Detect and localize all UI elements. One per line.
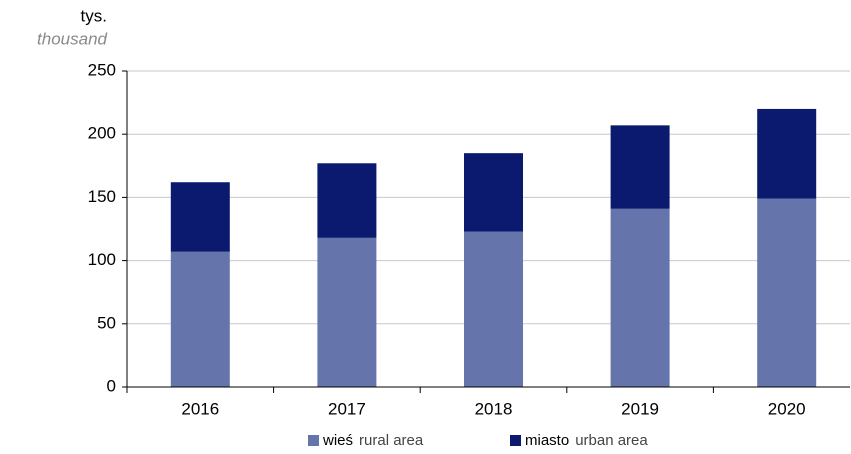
- y-axis-label-en: thousand: [37, 29, 107, 48]
- y-tick-label: 100: [88, 250, 116, 269]
- y-tick-label: 200: [88, 124, 116, 143]
- x-tick-label: 2019: [621, 399, 659, 418]
- bar-segment: [317, 237, 377, 387]
- x-tick-label: 2017: [328, 399, 366, 418]
- bar-segment: [170, 251, 230, 387]
- bar-segment: [757, 108, 817, 199]
- legend-swatch: [510, 435, 521, 446]
- legend-name: wieś: [322, 432, 353, 449]
- bar-segment: [317, 163, 377, 238]
- y-tick-label: 150: [88, 187, 116, 206]
- x-tick-label: 2016: [181, 399, 219, 418]
- legend-label: miasto urban area: [525, 432, 648, 449]
- y-tick-label: 0: [107, 376, 116, 395]
- y-axis-label: tys.: [81, 6, 107, 25]
- bar-segment: [610, 208, 670, 387]
- bar-segment: [464, 153, 523, 232]
- x-tick-label: 2018: [475, 399, 513, 418]
- legend-name-en: urban area: [575, 432, 648, 449]
- x-tick-label: 2020: [768, 399, 806, 418]
- y-tick-label: 250: [88, 60, 116, 79]
- y-tick-label: 50: [97, 313, 116, 332]
- bar-segment: [610, 125, 670, 209]
- bar-segment: [757, 198, 817, 387]
- legend-label: wieś rural area: [322, 432, 424, 449]
- legend-name: miasto: [525, 432, 569, 449]
- legend-swatch: [308, 435, 319, 446]
- bar-segment: [170, 182, 230, 252]
- legend-name-en: rural area: [359, 432, 424, 449]
- bar-segment: [464, 231, 523, 387]
